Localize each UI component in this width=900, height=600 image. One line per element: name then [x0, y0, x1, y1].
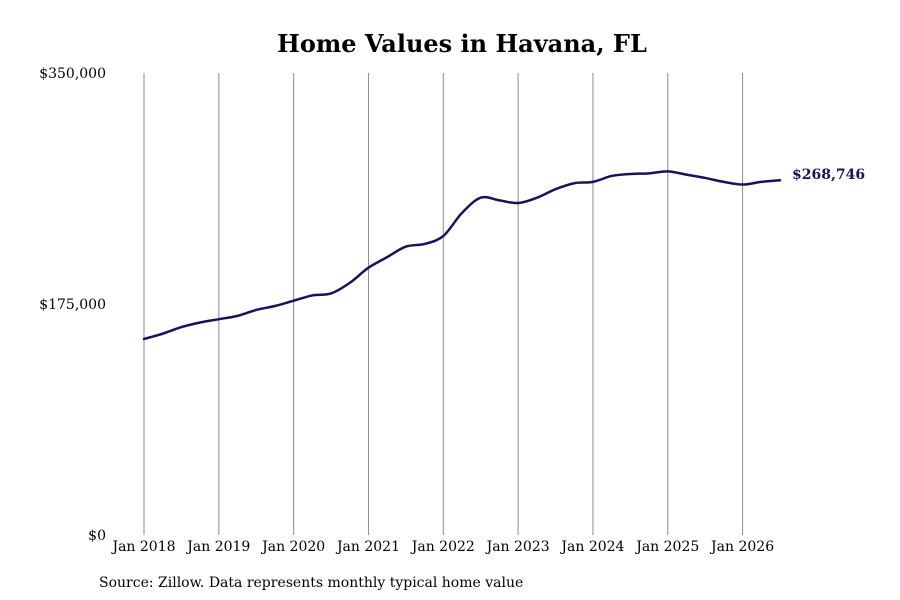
y-tick-label: $175,000 — [39, 297, 106, 313]
x-tick-label: Jan 2022 — [410, 539, 475, 555]
series-line — [142, 170, 782, 341]
x-tick-label: Jan 2024 — [559, 539, 624, 555]
end-value-label: $268,746 — [792, 167, 865, 183]
x-tick-label: Jan 2026 — [709, 539, 774, 555]
x-tick-label: Jan 2025 — [634, 539, 699, 555]
x-axis: Jan 2018 Jan 2019 Jan 2020 Jan 2021 Jan 2022… — [110, 539, 774, 555]
y-tick-label: $0 — [88, 528, 106, 544]
chart-title: Home Values in Havana, FL — [277, 29, 647, 58]
y-axis: $0 $175,000 $350,000 — [39, 66, 106, 544]
gridlines — [143, 73, 744, 535]
x-tick-label: Jan 2020 — [260, 539, 325, 555]
x-tick-label: Jan 2019 — [185, 539, 250, 555]
source-note: Source: Zillow. Data represents monthly … — [99, 575, 523, 591]
y-tick-label: $350,000 — [39, 66, 106, 82]
x-tick-label: Jan 2018 — [110, 539, 175, 555]
x-tick-label: Jan 2023 — [485, 539, 550, 555]
x-tick-label: Jan 2021 — [335, 539, 400, 555]
